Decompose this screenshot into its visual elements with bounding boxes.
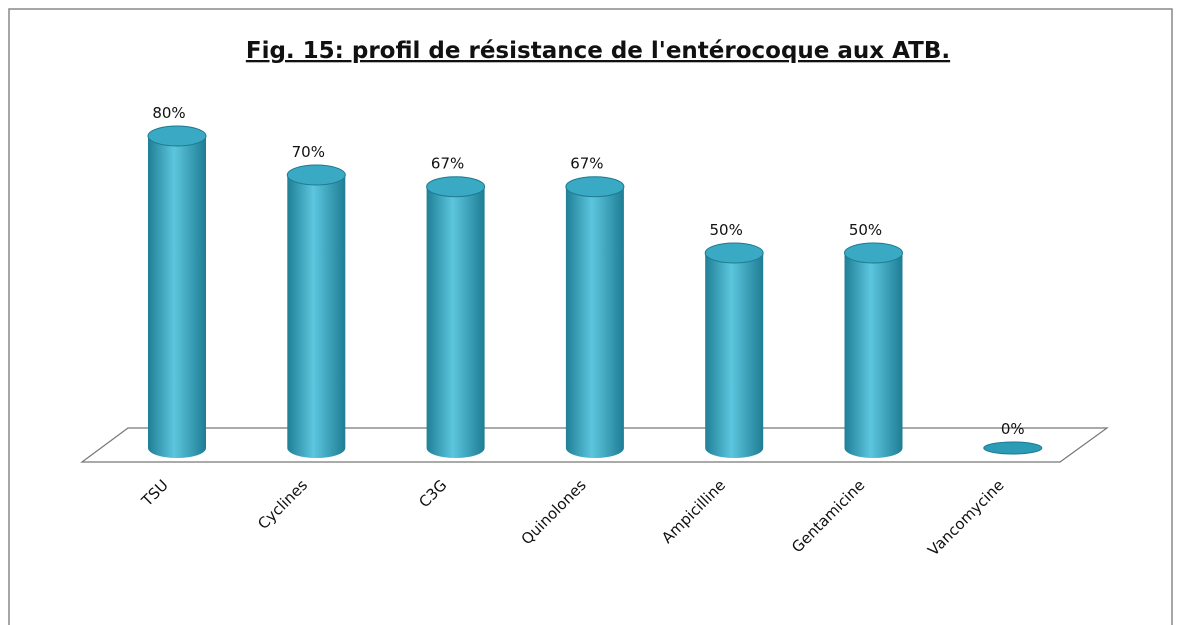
value-label: 50%	[710, 221, 743, 239]
bar-top	[286, 164, 346, 186]
bar-top	[844, 242, 903, 264]
bar-top	[704, 242, 764, 264]
x-tick-label: Quinolones	[518, 476, 590, 548]
bar	[148, 136, 206, 458]
x-tick-label: Gentamicine	[788, 476, 868, 556]
bar-top	[983, 441, 1043, 455]
value-label: 80%	[152, 104, 185, 122]
bar-top	[426, 176, 486, 198]
x-tick-label: Ampicilline	[658, 476, 729, 547]
frame	[8, 8, 1173, 625]
value-label: 0%	[1001, 420, 1025, 438]
value-label: 70%	[292, 143, 325, 161]
value-label: 67%	[570, 155, 603, 173]
x-tick-label: Cyclines	[254, 476, 311, 533]
bar	[705, 253, 764, 458]
bar	[565, 186, 624, 458]
x-tick-label: C3G	[415, 476, 450, 511]
bar	[426, 186, 485, 458]
x-tick-label: TSU	[137, 476, 171, 510]
x-tick-label: Vancomycine	[924, 476, 1007, 559]
bar-top	[147, 125, 207, 147]
bar	[844, 253, 903, 458]
bar	[287, 175, 346, 458]
bar-top	[565, 176, 625, 198]
chart-title: Fig. 15: profil de résistance de l'entér…	[246, 38, 950, 64]
value-label: 50%	[849, 221, 882, 239]
value-label: 67%	[431, 155, 464, 173]
